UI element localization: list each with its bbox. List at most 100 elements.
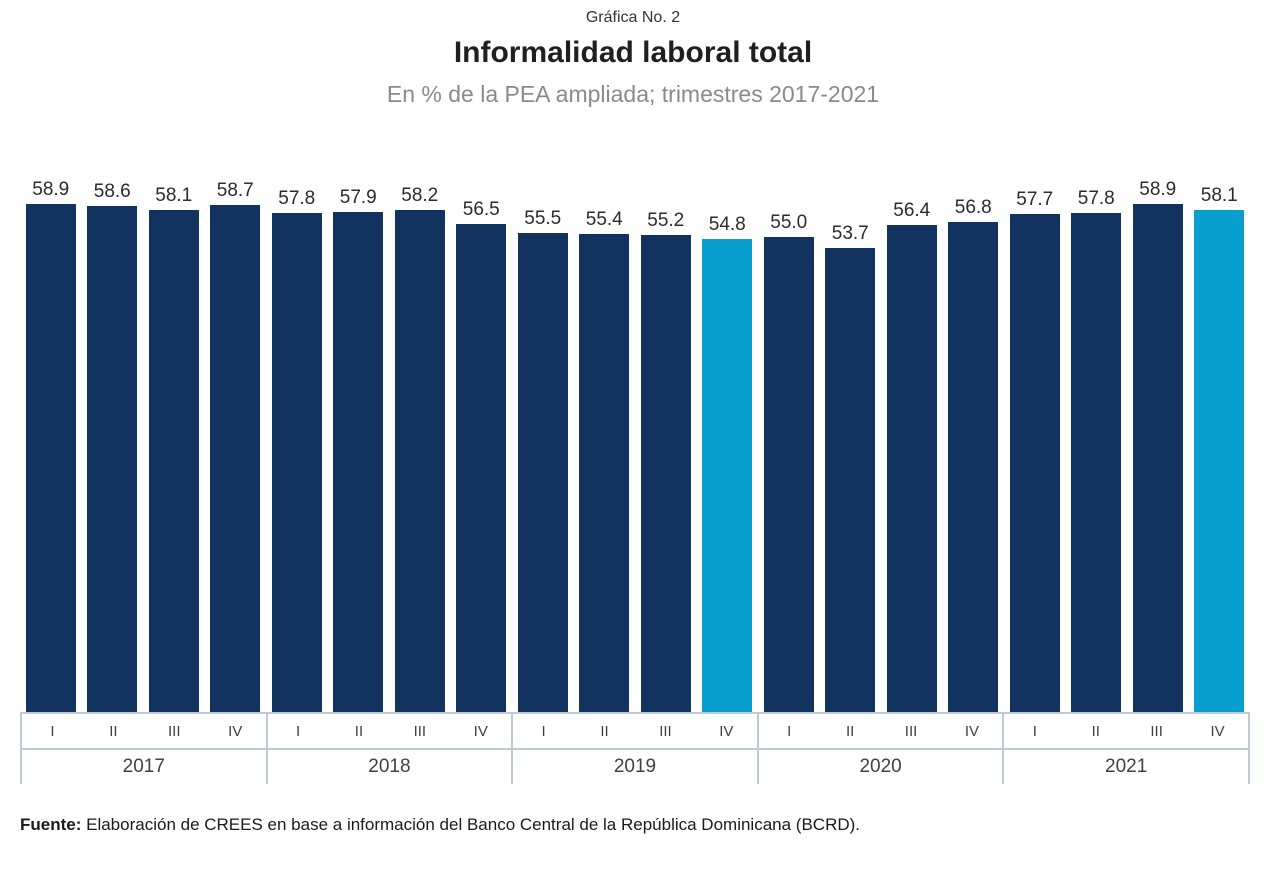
bar-2018-III: 58.2 [394,185,445,712]
bar-value-label: 57.8 [278,188,316,209]
bar-slot: 56.4 [881,194,943,712]
bar-2018-IV: 56.5 [456,199,507,712]
source-text: Elaboración de CREES en base a informaci… [81,815,861,834]
bar-2020-I: 55.0 [763,212,814,712]
quarter-label: I [1032,722,1037,740]
bar-slot: 56.5 [451,194,513,712]
bar-2017-I: 58.9 [25,179,76,712]
bar-2021-IV: 58.1 [1194,185,1245,712]
bar-value-label: 57.9 [339,187,377,209]
bar-slot: 55.0 [758,194,820,712]
bar-value-label: 55.5 [524,207,562,229]
bar-2019-II: 55.4 [579,209,630,712]
source-label: Fuente: [20,815,82,834]
bar-slot: 55.4 [574,194,636,712]
quarter-label: II [354,722,364,740]
bar-value-label: 58.7 [216,180,254,202]
bar-value-label: 55.2 [647,210,685,232]
quarter-label: IV [964,722,980,740]
bar-slot: 57.9 [328,187,390,712]
year-label-2021: 2021 [1002,750,1250,784]
bar-value-label: 58.9 [1139,178,1177,200]
bar-slot: 57.7 [1004,189,1066,712]
bar-slot: 58.9 [20,179,82,712]
bar-slot: 58.9 [1127,179,1189,712]
bar-value-label: 58.1 [155,185,193,207]
bar-value-label: 53.7 [831,223,869,245]
bar-slot: 57.8 [266,188,328,712]
quarter-label: I [295,722,301,740]
bar-value-label: 56.5 [462,199,500,221]
quarter-label: III [413,722,427,740]
bar-2021-III: 58.9 [1132,179,1183,712]
bar-2017-II: 58.6 [87,181,138,712]
bar-2021-II: 57.8 [1071,188,1122,712]
bar-value-label: 58.1 [1200,185,1238,207]
bar-slot: 58.7 [205,180,267,712]
quarter-group-2019: I II III IV [511,714,757,748]
bar-2019-III: 55.2 [640,210,691,712]
bar-slot: 55.5 [512,194,574,712]
quarter-group-2020: I II III IV [756,714,1003,748]
quarter-label: I [787,722,792,740]
bar-2019-IV: 54.8 [702,214,753,712]
bar-value-label: 55.0 [770,212,808,234]
quarter-group-2018: I II III IV [265,714,512,748]
bar-2018-II: 57.9 [333,187,384,712]
figure-number: Gráfica No. 2 [585,9,681,26]
year-row: 2017 2018 2019 2020 2021 [20,750,1250,784]
chart-title: Informalidad laboral total [453,36,813,69]
bar-2018-I: 57.8 [271,188,322,712]
year-label-2018: 2018 [265,750,512,784]
bar-chart: 58.9 58.6 58.1 58.7 57.8 57.9 58.2 56.5 55.5 55.4… [20,179,1251,784]
bar-value-label: 58.6 [93,181,131,203]
chart-subtitle: En % de la PEA ampliada; trimestres 2017… [386,81,880,107]
bar-slot: 58.6 [82,181,144,712]
quarter-row: I II III IV I II III IV I II III IV I II III IV I II III IV [20,712,1250,750]
bar-value-label: 58.9 [32,178,70,200]
quarter-label: IV [473,722,488,740]
year-label-2017: 2017 [20,750,266,784]
quarter-label: I [541,722,546,740]
year-label-2019: 2019 [511,750,757,784]
bar-2017-IV: 58.7 [210,180,261,712]
bar-slot: 55.2 [635,194,697,712]
quarter-group-2017: I II III IV [20,714,266,748]
bar-slot: 57.8 [1066,188,1128,712]
bar-slot: 58.2 [389,185,451,712]
source-note: Fuente: Elaboración de CREES en base a i… [20,814,1250,836]
bar-value-label: 57.8 [1077,188,1115,209]
year-label-2020: 2020 [756,750,1003,784]
bar-2020-II: 53.7 [825,223,876,712]
bar-slot: 58.1 [1189,185,1251,712]
quarter-label: IV [719,722,734,740]
bar-slot: 54.8 [697,194,759,712]
quarter-label: III [168,722,181,740]
bar-value-label: 55.4 [585,208,623,230]
quarter-group-2021: I II III IV [1002,714,1250,748]
bar-2017-III: 58.1 [148,185,199,712]
bar-slot: 53.7 [820,194,882,712]
quarter-label: IV [228,722,243,740]
bar-value-label: 57.7 [1016,188,1054,210]
quarter-label: I [50,722,55,740]
bar-slot: 58.1 [143,185,205,712]
plot-area: 58.9 58.6 58.1 58.7 57.8 57.9 58.2 56.5 55.5 55.4… [20,179,1251,712]
quarter-label: III [659,722,672,740]
bar-2020-IV: 56.8 [948,197,999,712]
bar-2021-I: 57.7 [1009,189,1060,712]
bar-2019-I: 55.5 [517,208,568,712]
quarter-label: III [1150,722,1163,740]
quarter-label: II [845,722,855,740]
quarter-label: IV [1210,722,1225,740]
bar-2020-III: 56.4 [886,200,937,712]
bar-value-label: 56.8 [954,196,992,218]
bar-value-label: 56.4 [893,200,931,222]
quarter-label: II [600,722,609,740]
bar-value-label: 54.8 [708,213,746,235]
quarter-label: II [1091,722,1100,740]
bar-value-label: 58.2 [401,184,439,206]
quarter-label: III [904,722,918,740]
quarter-label: II [109,722,118,740]
bar-slot: 56.8 [943,194,1005,712]
